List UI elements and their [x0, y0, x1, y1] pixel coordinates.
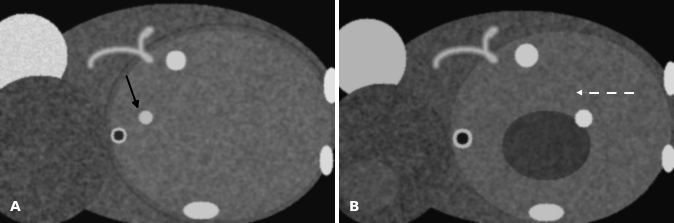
Text: B: B	[349, 200, 360, 214]
Text: A: A	[10, 200, 21, 214]
